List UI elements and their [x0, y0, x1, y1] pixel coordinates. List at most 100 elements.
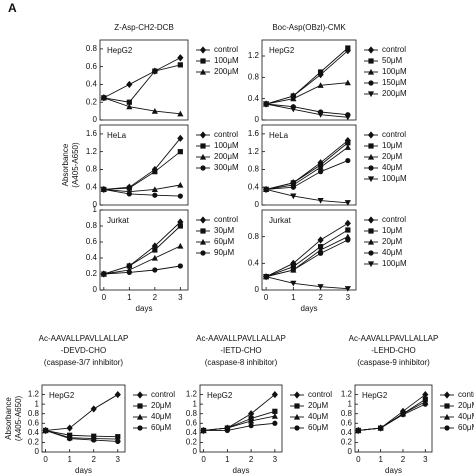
y-tick-label: 0 — [255, 285, 260, 294]
x-axis-label: days — [301, 304, 318, 313]
y-tick-label: 0 — [93, 285, 98, 294]
legend-label: 300μM — [214, 163, 239, 172]
marker — [152, 247, 158, 253]
marker — [91, 437, 97, 443]
legend-marker — [200, 143, 206, 149]
marker — [177, 181, 184, 188]
y-tick-label: 0.8 — [248, 72, 260, 81]
marker — [224, 427, 230, 434]
marker — [345, 140, 351, 146]
cell-label: HepG2 — [269, 46, 295, 55]
legend-label: 50μM — [382, 56, 403, 65]
legend-label: control — [382, 45, 406, 54]
legend-marker — [444, 403, 450, 409]
legend-label: 10μM — [382, 141, 403, 150]
legend-label: 40μM — [308, 412, 329, 421]
marker — [272, 408, 278, 414]
legend-marker — [294, 425, 300, 431]
marker — [177, 54, 184, 62]
marker — [344, 286, 351, 292]
marker — [290, 264, 296, 270]
legend-marker — [443, 391, 451, 399]
y-tick-label: 0 — [35, 447, 40, 456]
legend-marker — [293, 391, 301, 399]
marker — [177, 110, 184, 117]
marker — [290, 184, 296, 190]
legend-marker — [200, 228, 206, 234]
legend-marker — [368, 250, 374, 256]
marker — [344, 114, 351, 121]
x-tick-label: 1 — [127, 293, 132, 302]
x-tick-label: 2 — [153, 293, 158, 302]
series-line — [265, 239, 349, 278]
y-tick-label: 0 — [193, 447, 198, 456]
legend-label: 100μM — [214, 141, 239, 150]
y-tick-label: 1 — [348, 399, 353, 408]
x-tick-label: 2 — [249, 455, 254, 464]
plot-frame — [261, 209, 357, 291]
marker — [262, 186, 270, 193]
marker — [43, 427, 49, 434]
y-axis-label: (A405-A650) — [14, 395, 23, 441]
y-axis-label: (A405-A650) — [71, 142, 80, 188]
y-tick-label: 0.2 — [86, 97, 98, 106]
y-tick-label: 0 — [255, 115, 260, 124]
legend-marker — [368, 143, 374, 149]
marker — [126, 80, 133, 89]
marker — [177, 263, 183, 269]
marker — [271, 390, 278, 399]
marker — [126, 263, 132, 269]
marker — [152, 169, 158, 175]
marker — [317, 69, 324, 75]
x-tick-label: 1 — [67, 455, 72, 464]
y-tick-label: 0.4 — [86, 80, 98, 89]
series-line — [265, 189, 348, 204]
y-tick-label: 0.6 — [341, 418, 353, 427]
legend-label: 150μM — [382, 78, 407, 87]
y-tick-label: 0.4 — [28, 428, 40, 437]
marker — [345, 237, 351, 243]
plot-frame — [354, 384, 433, 453]
y-tick-label: 0.4 — [186, 428, 198, 437]
y-tick-label: 0.4 — [341, 428, 353, 437]
y-tick-label: 1.6 — [248, 129, 260, 138]
marker — [177, 134, 184, 142]
y-tick-label: 1 — [93, 205, 98, 214]
legend-marker — [199, 68, 207, 75]
marker — [344, 79, 351, 86]
y-tick-label: 0.6 — [86, 237, 98, 246]
marker — [101, 271, 107, 277]
panel-label: A — [8, 1, 17, 15]
legend-marker — [199, 131, 207, 139]
marker — [344, 233, 351, 240]
legend-label: control — [214, 130, 238, 139]
legend-label: 20μM — [308, 401, 329, 410]
legend-marker — [136, 413, 144, 420]
marker — [290, 280, 297, 287]
marker — [177, 242, 184, 249]
y-tick-label: 1.2 — [248, 51, 260, 60]
legend-label: 60μM — [151, 423, 172, 432]
legend-label: 30μM — [214, 226, 235, 235]
x-tick-label: 1 — [378, 455, 383, 464]
cell-label: HepG2 — [49, 391, 75, 400]
marker — [90, 405, 97, 413]
y-tick-label: 0.8 — [341, 409, 353, 418]
legend-label: control — [382, 215, 406, 224]
marker — [126, 99, 132, 105]
series-line — [103, 245, 181, 275]
y-tick-label: 0.4 — [248, 94, 260, 103]
y-tick-label: 0.8 — [248, 165, 260, 174]
x-tick-label: 0 — [264, 293, 269, 302]
series-line — [266, 146, 349, 190]
marker — [200, 427, 207, 434]
marker — [152, 192, 158, 198]
chart-title: Z-Asp-CH2-DCB — [114, 23, 174, 32]
legend-marker — [367, 153, 375, 160]
y-tick-label: 1.2 — [341, 390, 353, 399]
y-tick-label: 0.2 — [341, 438, 353, 447]
legend-label: 60μM — [458, 423, 474, 432]
x-tick-label: 0 — [356, 455, 361, 464]
legend-label: control — [151, 390, 175, 399]
legend-marker — [200, 165, 206, 171]
